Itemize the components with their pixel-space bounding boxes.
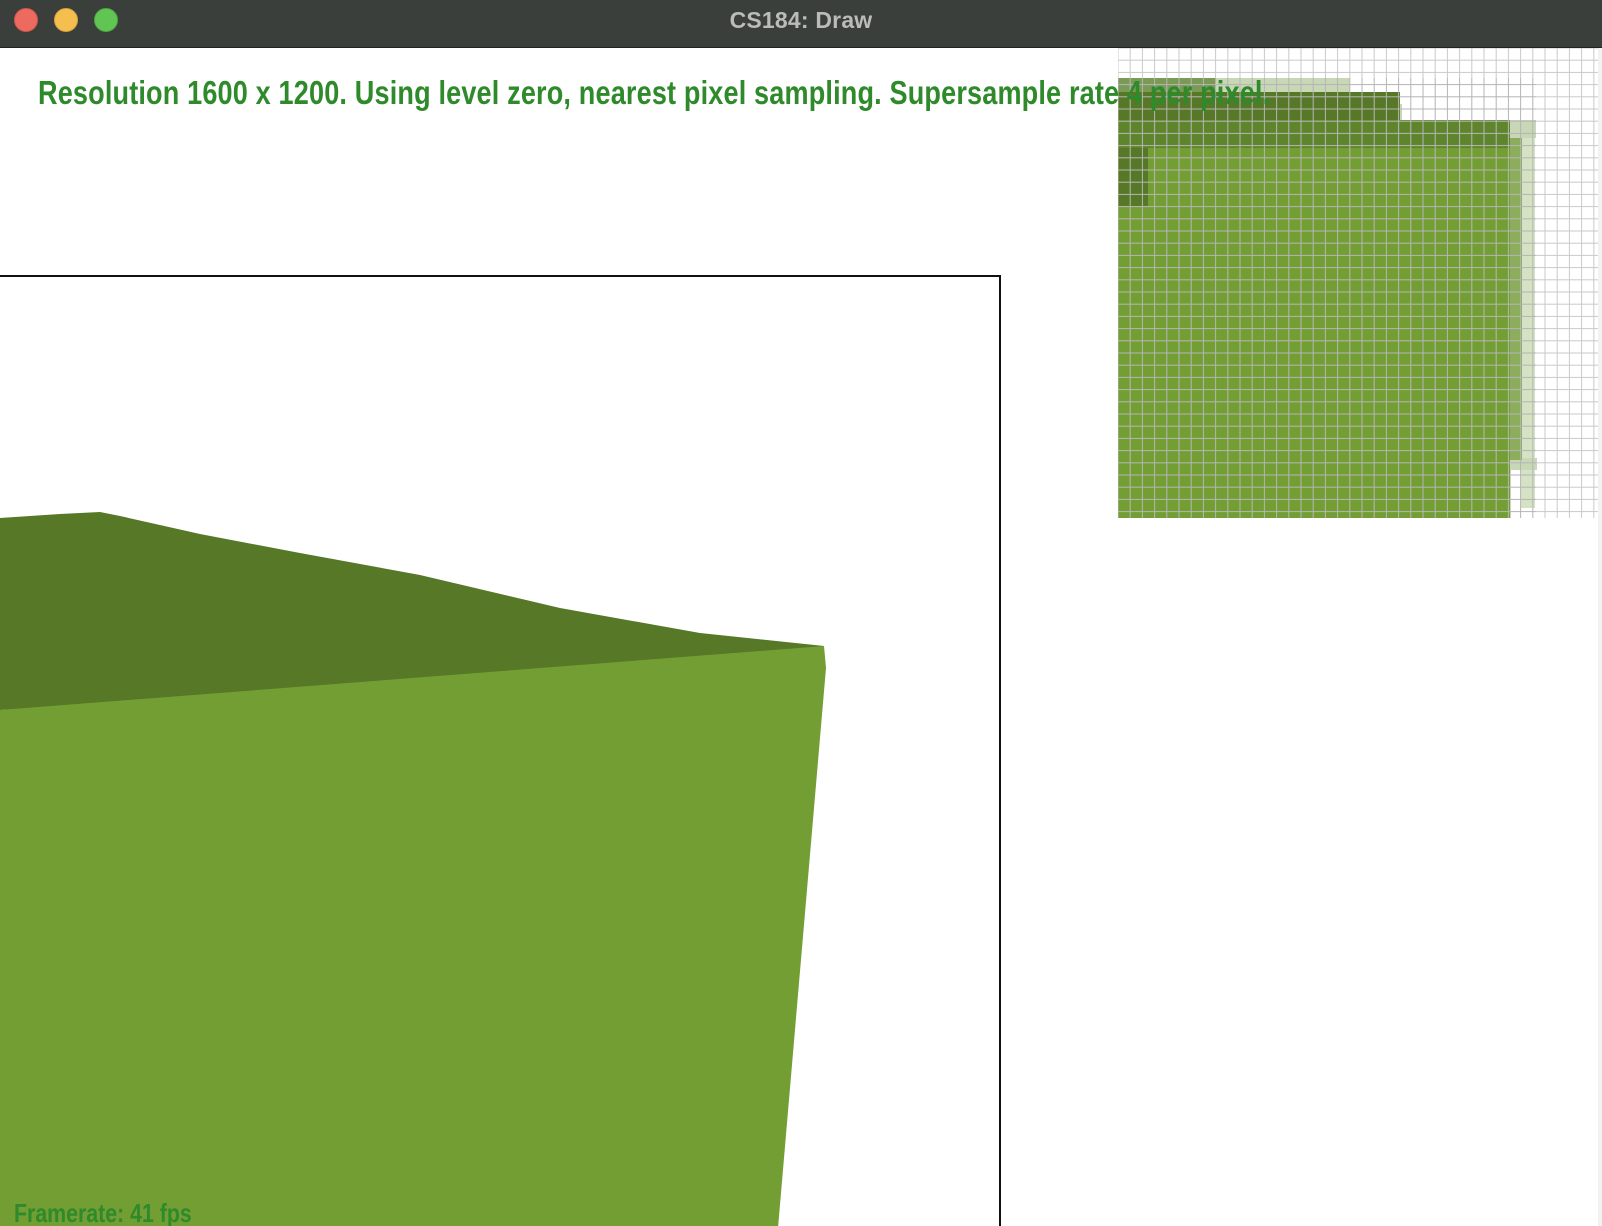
zoom-window-button[interactable] (94, 8, 118, 32)
pixel-inspector (1118, 48, 1602, 528)
window-title: CS184: Draw (729, 7, 873, 33)
cube-front-face (0, 646, 826, 1226)
minimize-window-button[interactable] (54, 8, 78, 32)
title-bar[interactable]: CS184: Draw (0, 0, 1602, 48)
framerate-readout: Framerate: 41 fps (14, 1198, 192, 1226)
cube-top-face (0, 512, 824, 710)
render-canvas[interactable]: Resolution 1600 x 1200. Using level zero… (0, 48, 1602, 1226)
scene-svg (0, 48, 1602, 1226)
close-window-button[interactable] (14, 8, 38, 32)
render-status-text: Resolution 1600 x 1200. Using level zero… (38, 74, 1271, 111)
window-right-edge (1598, 48, 1602, 1226)
